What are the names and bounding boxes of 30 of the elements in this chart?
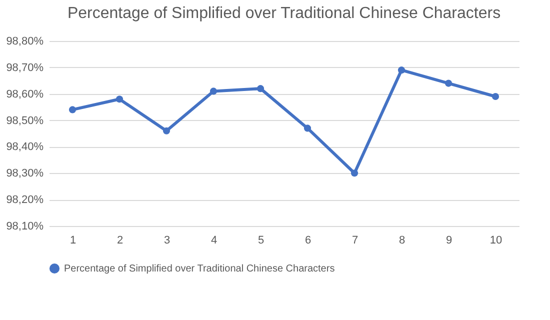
point [68,106,76,114]
point [398,66,406,74]
y-tick-label: 98,30% [6,168,44,180]
x-tick-label: 10 [490,234,502,246]
y-tick-label: 98,10% [6,220,44,232]
y-tick-label: 98,80% [6,36,44,48]
x-tick-label: 5 [258,234,264,246]
chart-title: Percentage of Simplified over Traditional Chinese Characters [67,5,501,22]
point [492,92,500,100]
point [162,127,170,134]
y-tick-label: 98,40% [6,141,44,154]
point [444,80,452,87]
x-tick-label: 9 [446,234,452,246]
x-tick-label: 8 [398,234,406,246]
x-tick-label: 7 [352,234,358,246]
point [350,170,358,177]
x-tick-label: 3 [164,234,170,246]
x-tick-label: 6 [304,234,312,246]
y-tick-label: 98,20% [6,194,44,206]
x-tick-label: 4 [210,234,218,246]
y-tick-label: 98,60% [6,88,44,100]
point [304,124,312,132]
legend-label: Percentage of Simplified over Traditional Chinese Characters [64,264,335,274]
point [210,88,218,95]
y-tick-label: 98,70% [6,62,44,74]
x-tick-label: 2 [116,234,124,246]
y-tick-label: 98,50% [6,114,44,127]
x-tick-label: 1 [70,234,76,246]
point [116,96,124,103]
point [256,85,264,92]
